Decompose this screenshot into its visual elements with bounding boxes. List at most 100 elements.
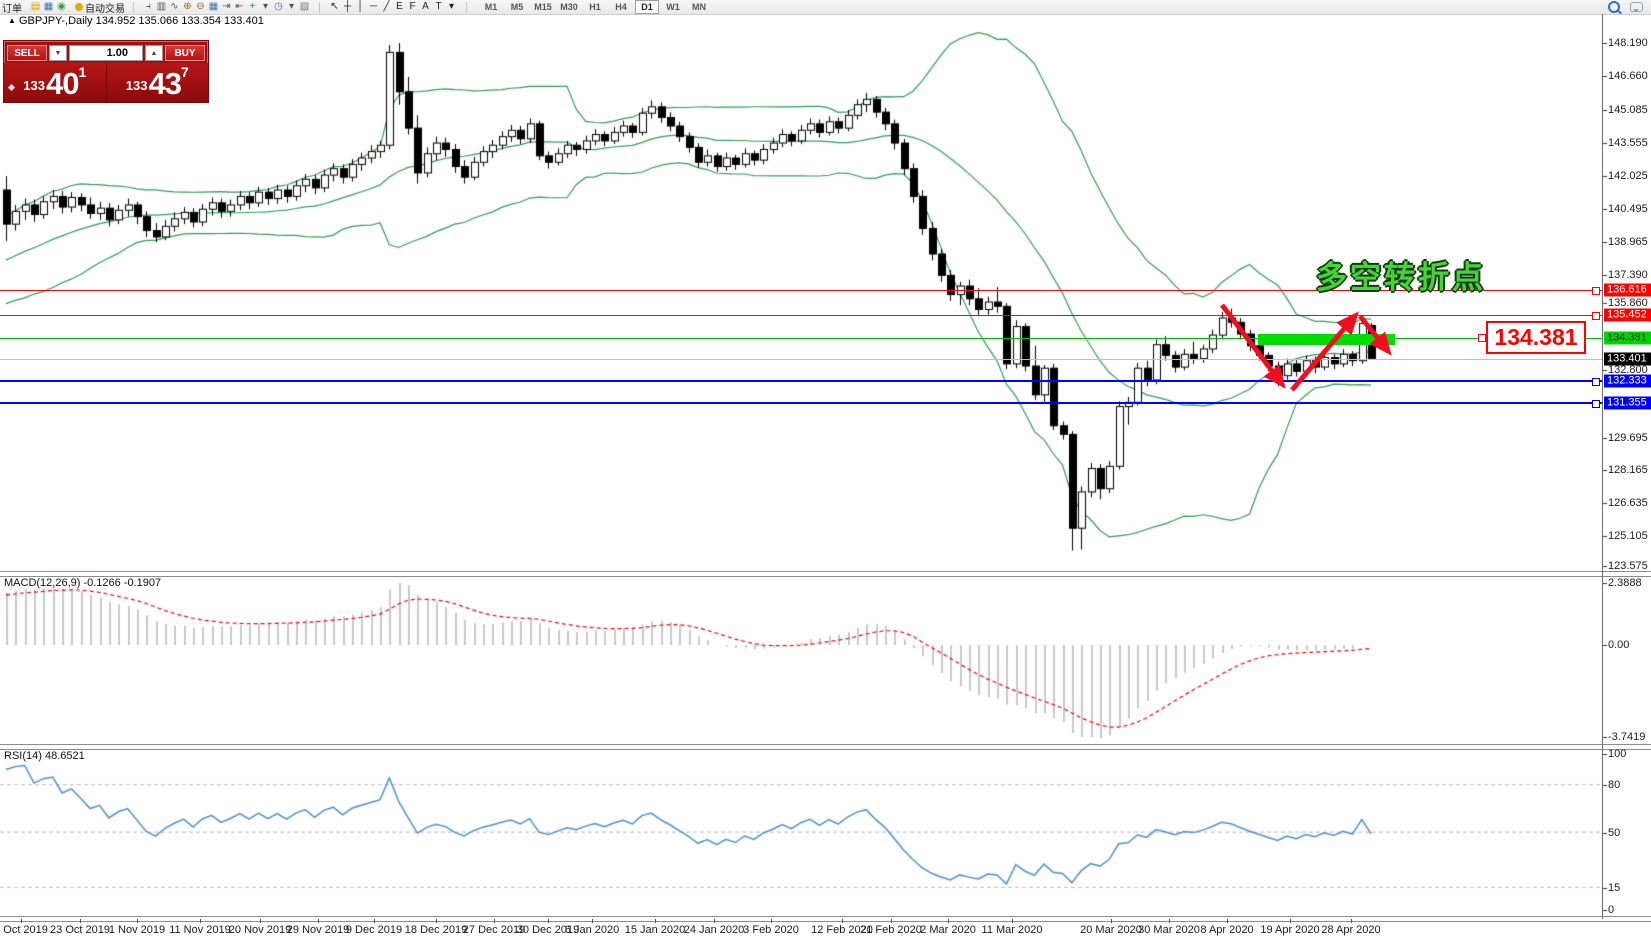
price-axis[interactable] [1602, 14, 1603, 919]
chart-shift-icon[interactable]: ⇤ [235, 1, 244, 12]
line-chart-icon[interactable]: ∿ [170, 1, 179, 12]
sell-price-button[interactable]: 133 40 1 [4, 63, 106, 102]
date-tick-label: 21 Feb 2020 [860, 924, 922, 936]
axis-tick: 2.3888 [1608, 577, 1642, 589]
symbol-info: ▲ GBPJPY-,Daily 134.952 135.066 133.354 … [8, 15, 264, 27]
axis-tick: 80 [1608, 779, 1621, 791]
autotrade-button[interactable]: 自动交易 [75, 0, 125, 14]
timeframe-m30[interactable]: M30 [560, 2, 578, 12]
timeframe-m5[interactable]: M5 [510, 2, 524, 12]
templates-icon[interactable]: ▨ [299, 1, 310, 12]
macd-pane-divider[interactable] [0, 571, 1651, 577]
date-tick-label: 18 Dec 2019 [404, 924, 468, 936]
sell-button[interactable]: SELL [7, 45, 47, 61]
date-tick-label: 30 Mar 2020 [1138, 924, 1200, 936]
sell-price-prefix: 133 [23, 78, 45, 93]
date-tick-label: 19 Apr 2020 [1260, 924, 1320, 936]
symbol-ohlc-text: GBPJPY-,Daily 134.952 135.066 133.354 13… [18, 15, 264, 27]
date-tick-label: 4 Oct 2019 [0, 924, 48, 936]
date-tick-label: 27 Dec 2019 [462, 924, 526, 936]
support-band-rectangle[interactable] [1258, 334, 1395, 345]
volume-down-button[interactable]: ▼ [49, 45, 67, 61]
timeframe-d1[interactable]: D1 [635, 0, 659, 14]
fibo-icon[interactable]: F [409, 1, 416, 12]
zoom-out-icon[interactable]: ⊖ [196, 1, 205, 12]
hline-131.355[interactable] [0, 402, 1602, 404]
shapes-caret[interactable]: ▾ [448, 1, 455, 12]
hline-handle[interactable] [1592, 400, 1600, 408]
date-tick-label: 3 Feb 2020 [743, 924, 799, 936]
crosshair-icon[interactable]: ┼ [343, 1, 352, 12]
hline-135.452[interactable] [0, 315, 1602, 316]
period-menu-caret[interactable]: ▾ [288, 1, 295, 12]
axis-tick: 132.800 [1608, 364, 1648, 376]
hline-handle[interactable] [1592, 378, 1600, 386]
timeframe-w1[interactable]: W1 [666, 2, 680, 12]
zoom-in-icon[interactable]: ⊕ [183, 1, 192, 12]
buy-button[interactable]: BUY [165, 45, 205, 61]
date-tick-label: 11 Mar 2020 [981, 924, 1043, 936]
date-tick-label: 28 Apr 2020 [1321, 924, 1381, 936]
tile-windows-icon[interactable]: ▦ [208, 1, 219, 12]
price-tag-label[interactable]: 134.381 [1486, 321, 1586, 354]
indicators-add-icon[interactable]: + [249, 1, 256, 12]
chat-icon[interactable] [1630, 2, 1643, 12]
timeframe-h1[interactable]: H1 [589, 2, 601, 12]
hline-136.616[interactable] [0, 290, 1602, 291]
new-order-icon[interactable]: ▤ [30, 1, 41, 12]
period-clock-icon[interactable]: ◷ [274, 1, 283, 12]
search-icon[interactable] [1608, 1, 1620, 13]
hline-133.401[interactable] [0, 359, 1602, 360]
vline-icon[interactable]: │ [357, 1, 364, 12]
axis-tick: 145.085 [1608, 104, 1648, 116]
price-badge: 133.401 [1604, 352, 1651, 366]
buy-price-main: 43 [148, 66, 181, 101]
volume-up-button[interactable]: ▲ [145, 45, 163, 61]
axis-tick: -3.7419 [1608, 731, 1646, 743]
date-tick-label: 20 Nov 2019 [228, 924, 292, 936]
scroll-end-icon[interactable]: ⇥ [222, 1, 231, 12]
buy-price-prefix: 133 [125, 78, 148, 93]
axis-tick: 140.495 [1608, 203, 1648, 215]
timeframe-mn[interactable]: MN [692, 2, 706, 12]
indicator-menu-caret[interactable]: ▾ [262, 1, 269, 12]
timeframe-m1[interactable]: M1 [484, 2, 498, 12]
channel-icon[interactable]: E [396, 1, 403, 12]
axis-tick: 129.695 [1608, 432, 1648, 444]
axis-tick: 123.575 [1608, 560, 1648, 572]
hline-handle[interactable] [1592, 287, 1600, 295]
date-tick-label: 23 Oct 2019 [50, 924, 110, 936]
hline-134.381[interactable] [0, 338, 1602, 339]
rsi-pane-divider[interactable] [0, 744, 1651, 750]
text-icon[interactable]: A [422, 1, 429, 12]
signal-icon[interactable]: ◉ [57, 1, 66, 12]
timeframe-toolbar: M1 M5 M15 M30 H1 H4 D1 W1 MN [479, 0, 711, 14]
timeframe-m15[interactable]: M15 [534, 2, 552, 12]
date-tick-label: 2 Mar 2020 [920, 924, 976, 936]
cursor-icon[interactable]: ↖ [330, 1, 339, 12]
chart-window-icon[interactable]: ▦ [43, 1, 54, 12]
hline-132.333[interactable] [0, 380, 1602, 382]
collapse-caret-icon[interactable]: ▲ [8, 16, 16, 25]
date-tick-label: 20 Mar 2020 [1080, 924, 1142, 936]
bar-chart-icon[interactable]: ⫞ [146, 1, 151, 12]
candlestick-icon[interactable]: ▥ [156, 1, 167, 12]
volume-input[interactable]: 1.00 [69, 45, 143, 61]
new-order-button[interactable]: 订单 [2, 3, 22, 15]
axis-tick: 138.965 [1608, 236, 1648, 248]
date-tick-label: 8 Apr 2020 [1200, 924, 1254, 936]
label-icon[interactable]: T [435, 1, 442, 12]
autotrade-icon [75, 3, 83, 11]
axis-tick: 15 [1608, 882, 1621, 894]
trendline-icon[interactable]: ╱ [383, 1, 390, 12]
price-tag-handle[interactable] [1478, 334, 1486, 342]
buy-price-button[interactable]: 133 43 7 [105, 63, 208, 102]
turning-point-annotation[interactable]: 多空转折点 [1316, 260, 1486, 295]
hline-icon[interactable]: ─ [369, 1, 378, 12]
axis-tick: 0.00 [1608, 639, 1630, 651]
axis-tick: 100 [1608, 748, 1627, 760]
hline-handle[interactable] [1592, 312, 1600, 320]
timeframe-h4[interactable]: H4 [615, 2, 627, 12]
price-badge: 131.355 [1604, 396, 1651, 410]
